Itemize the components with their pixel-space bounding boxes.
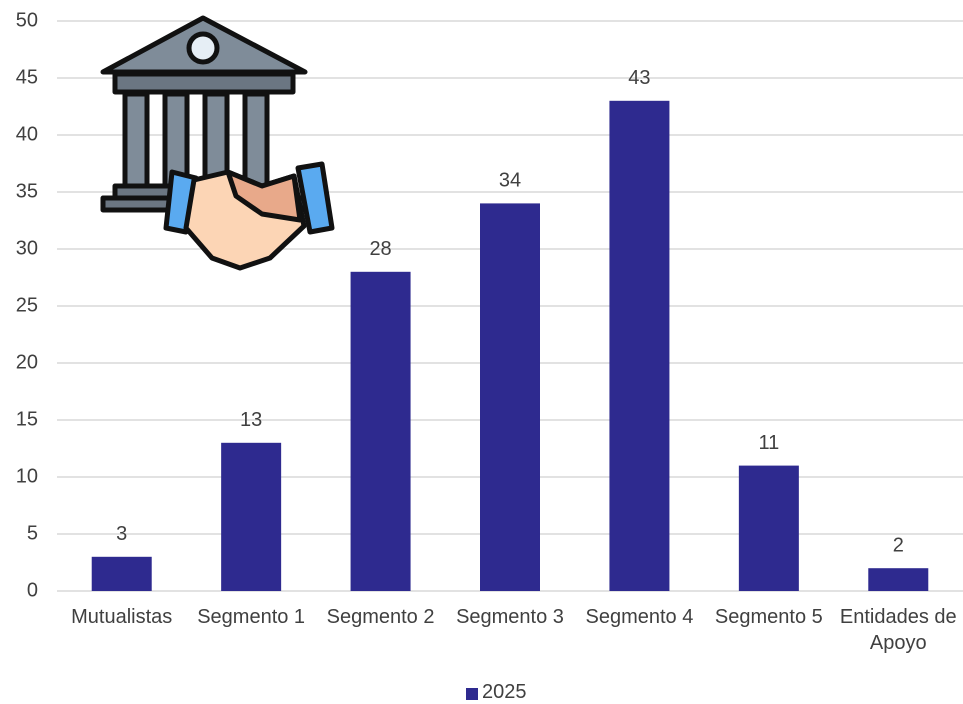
value-label: 43 (628, 67, 650, 89)
y-tick-label: 25 (16, 294, 38, 316)
bar (221, 442, 282, 591)
value-label: 13 (240, 409, 262, 431)
value-label: 28 (369, 238, 391, 260)
value-label: 2 (893, 534, 904, 556)
bar (609, 100, 670, 592)
y-tick-label: 5 (27, 522, 38, 544)
y-tick-label: 40 (16, 123, 38, 145)
legend-swatch (466, 688, 478, 700)
bar (868, 568, 929, 591)
value-label: 34 (499, 170, 521, 192)
bar (738, 465, 799, 591)
x-tick-label: Segmento 3 (456, 606, 564, 628)
x-tick-label: Segmento 2 (326, 606, 435, 628)
y-tick-label: 45 (16, 66, 38, 88)
value-label: 3 (116, 523, 127, 545)
x-tick-label: Segmento 1 (197, 606, 306, 628)
icon (100, 15, 335, 271)
x-tick-label: Entidades de Apoyo (839, 606, 957, 654)
legend-label: 2025 (482, 681, 527, 703)
y-tick-label: 35 (16, 180, 38, 202)
x-tick-label: Segmento 4 (585, 606, 694, 628)
y-tick-label: 15 (16, 408, 38, 430)
bars (91, 100, 929, 592)
value-label: 11 (758, 432, 779, 454)
bar (91, 556, 152, 591)
y-tick-label: 10 (16, 465, 38, 487)
bar (480, 203, 540, 591)
y-tick-label: 20 (16, 351, 38, 373)
y-tick-label: 0 (27, 579, 38, 601)
y-tick-label: 50 (16, 9, 38, 31)
bar (350, 271, 411, 591)
y-tick-label: 30 (16, 237, 38, 259)
x-tick-label: Segmento 5 (714, 606, 823, 628)
x-tick-label: Mutualistas (71, 606, 173, 628)
